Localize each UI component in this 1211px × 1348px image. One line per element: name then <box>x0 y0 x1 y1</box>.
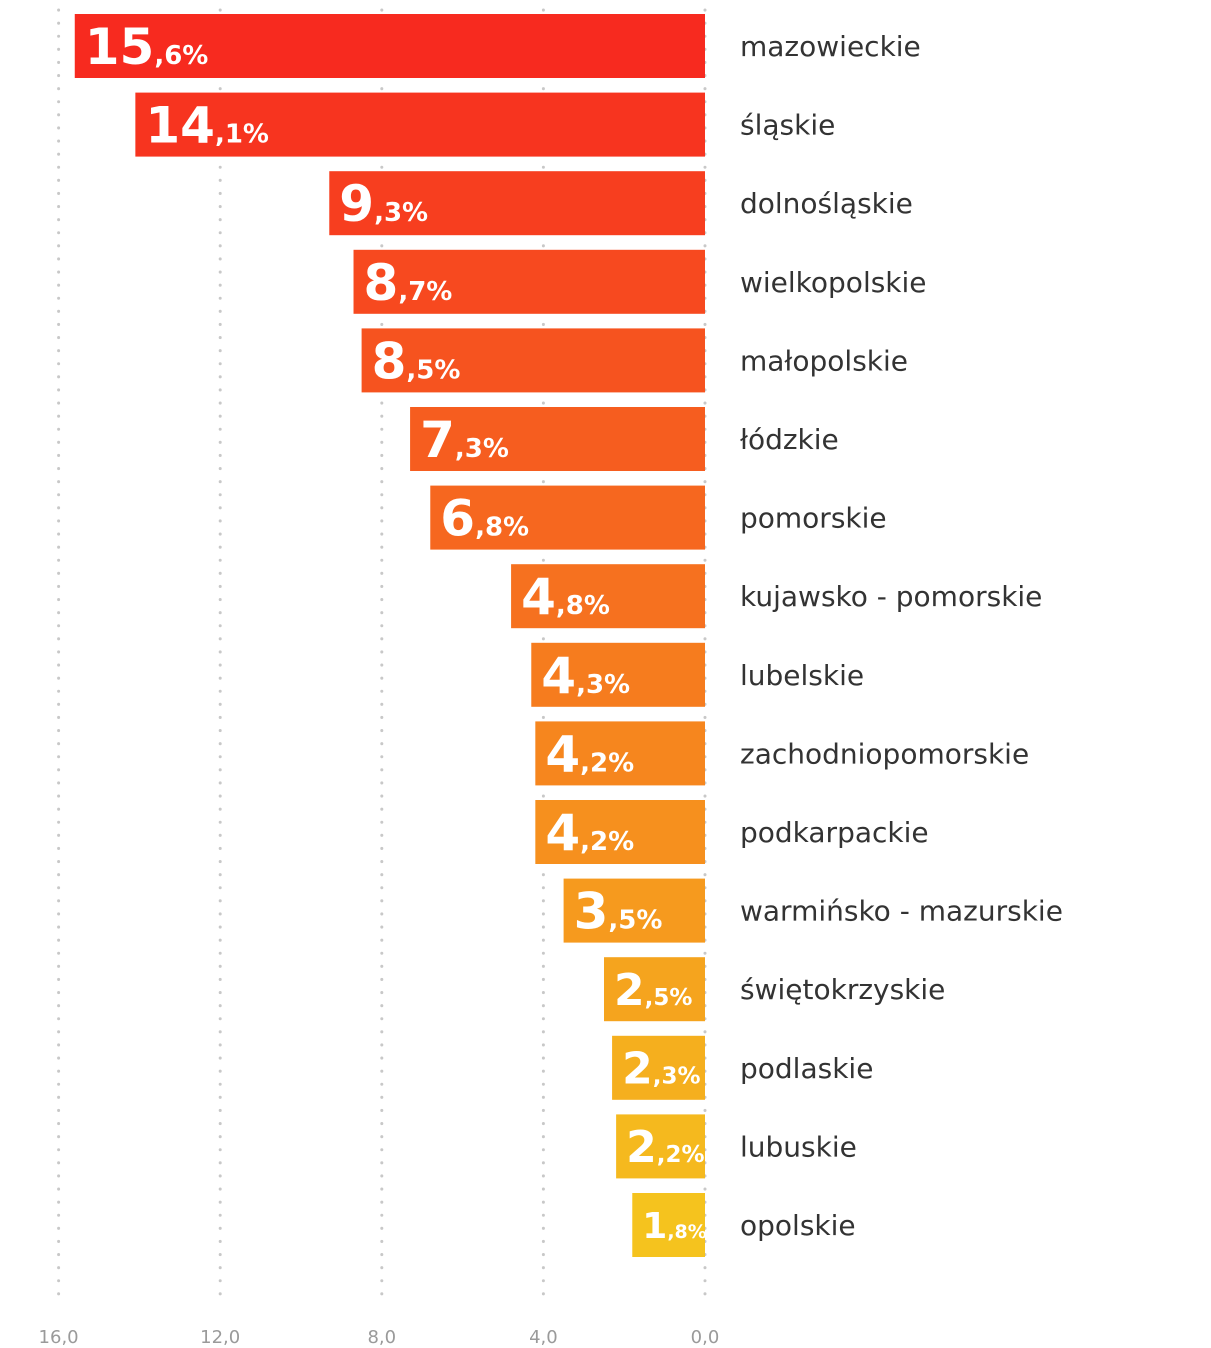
category-label: podkarpackie <box>740 816 929 849</box>
bar <box>74 14 705 78</box>
category-label: mazowieckie <box>740 30 921 63</box>
value-label: 15,6% <box>85 18 209 76</box>
category-label: łódzkie <box>740 423 839 456</box>
category-label: podlaskie <box>740 1052 873 1085</box>
bar <box>135 92 706 157</box>
value-label: 4,2% <box>545 725 634 783</box>
value-label-decimal: ,2% <box>580 748 634 778</box>
bar <box>329 171 705 236</box>
value-label: 8,7% <box>364 254 453 312</box>
value-label-decimal: ,3% <box>455 434 509 464</box>
value-label-integer: 14 <box>145 97 215 155</box>
value-label-decimal: ,5% <box>406 355 460 385</box>
bar <box>535 721 705 786</box>
value-label-integer: 8 <box>364 254 399 312</box>
bar <box>535 800 705 864</box>
category-label: kujawsko - pomorskie <box>740 580 1042 613</box>
value-label-integer: 9 <box>339 175 374 233</box>
value-label-integer: 15 <box>85 18 155 76</box>
value-label-decimal: ,8% <box>556 591 610 621</box>
value-label-integer: 8 <box>372 332 407 390</box>
bar <box>511 564 705 629</box>
value-label: 7,3% <box>420 411 509 469</box>
x-tick-label: 8,0 <box>367 1327 396 1348</box>
bar <box>410 407 705 471</box>
bar <box>531 642 705 707</box>
value-label-integer: 2 <box>626 1122 657 1173</box>
value-label-integer: 2 <box>622 1044 653 1095</box>
value-label-decimal: ,8% <box>475 513 529 543</box>
value-label: 14,1% <box>145 97 269 155</box>
value-label-integer: 3 <box>574 883 609 941</box>
value-label: 8,5% <box>372 332 461 390</box>
bar <box>430 485 705 550</box>
value-label: 2,2% <box>626 1122 704 1173</box>
category-label: śląskie <box>740 109 835 142</box>
value-label-integer: 4 <box>545 804 580 862</box>
value-label-decimal: ,3% <box>576 670 630 700</box>
x-tick-label: 0,0 <box>691 1327 720 1348</box>
value-label-integer: 1 <box>642 1206 667 1247</box>
value-label-decimal: ,5% <box>608 906 662 936</box>
value-label-decimal: ,2% <box>657 1142 705 1168</box>
x-tick-label: 12,0 <box>200 1327 240 1348</box>
value-label-decimal: ,8% <box>667 1221 706 1243</box>
value-label: 2,5% <box>614 965 692 1016</box>
bar <box>612 1035 705 1100</box>
value-label-integer: 6 <box>440 490 475 548</box>
bar <box>616 1114 705 1179</box>
value-label-decimal: ,3% <box>653 1064 701 1090</box>
category-label: dolnośląskie <box>740 187 913 220</box>
value-label: 6,8% <box>440 490 529 548</box>
value-label-decimal: ,2% <box>580 827 634 857</box>
value-label-integer: 4 <box>521 568 556 626</box>
category-label: świętokrzyskie <box>740 973 945 1006</box>
value-label: 9,3% <box>339 175 428 233</box>
bar <box>604 957 705 1022</box>
category-label: zachodniopomorskie <box>740 737 1029 770</box>
value-label: 4,2% <box>545 804 634 862</box>
value-label-integer: 4 <box>541 647 576 705</box>
value-label-decimal: ,1% <box>215 120 269 150</box>
value-label: 3,5% <box>574 883 663 941</box>
bar <box>632 1193 705 1257</box>
value-label-decimal: ,7% <box>398 277 452 307</box>
value-label-decimal: ,6% <box>154 41 208 71</box>
x-tick-label: 4,0 <box>529 1327 558 1348</box>
value-label: 1,8% <box>642 1206 707 1247</box>
value-label-decimal: ,3% <box>374 198 428 228</box>
bar <box>361 328 705 393</box>
value-label-integer: 4 <box>545 725 580 783</box>
value-label: 4,8% <box>521 568 610 626</box>
category-label: warmińsko - mazurskie <box>740 895 1063 928</box>
category-label: pomorskie <box>740 502 887 535</box>
value-label: 2,3% <box>622 1044 700 1095</box>
category-label: lubuskie <box>740 1130 857 1163</box>
x-tick-label: 16,0 <box>39 1327 79 1348</box>
category-label: lubelskie <box>740 659 864 692</box>
bar <box>353 249 705 314</box>
category-label: wielkopolskie <box>740 266 927 299</box>
value-label-integer: 2 <box>614 965 645 1016</box>
category-label: małopolskie <box>740 344 908 377</box>
bar <box>563 878 705 943</box>
value-label: 4,3% <box>541 647 630 705</box>
category-label: opolskie <box>740 1209 856 1242</box>
value-label-decimal: ,5% <box>645 985 693 1011</box>
value-label-integer: 7 <box>420 411 455 469</box>
